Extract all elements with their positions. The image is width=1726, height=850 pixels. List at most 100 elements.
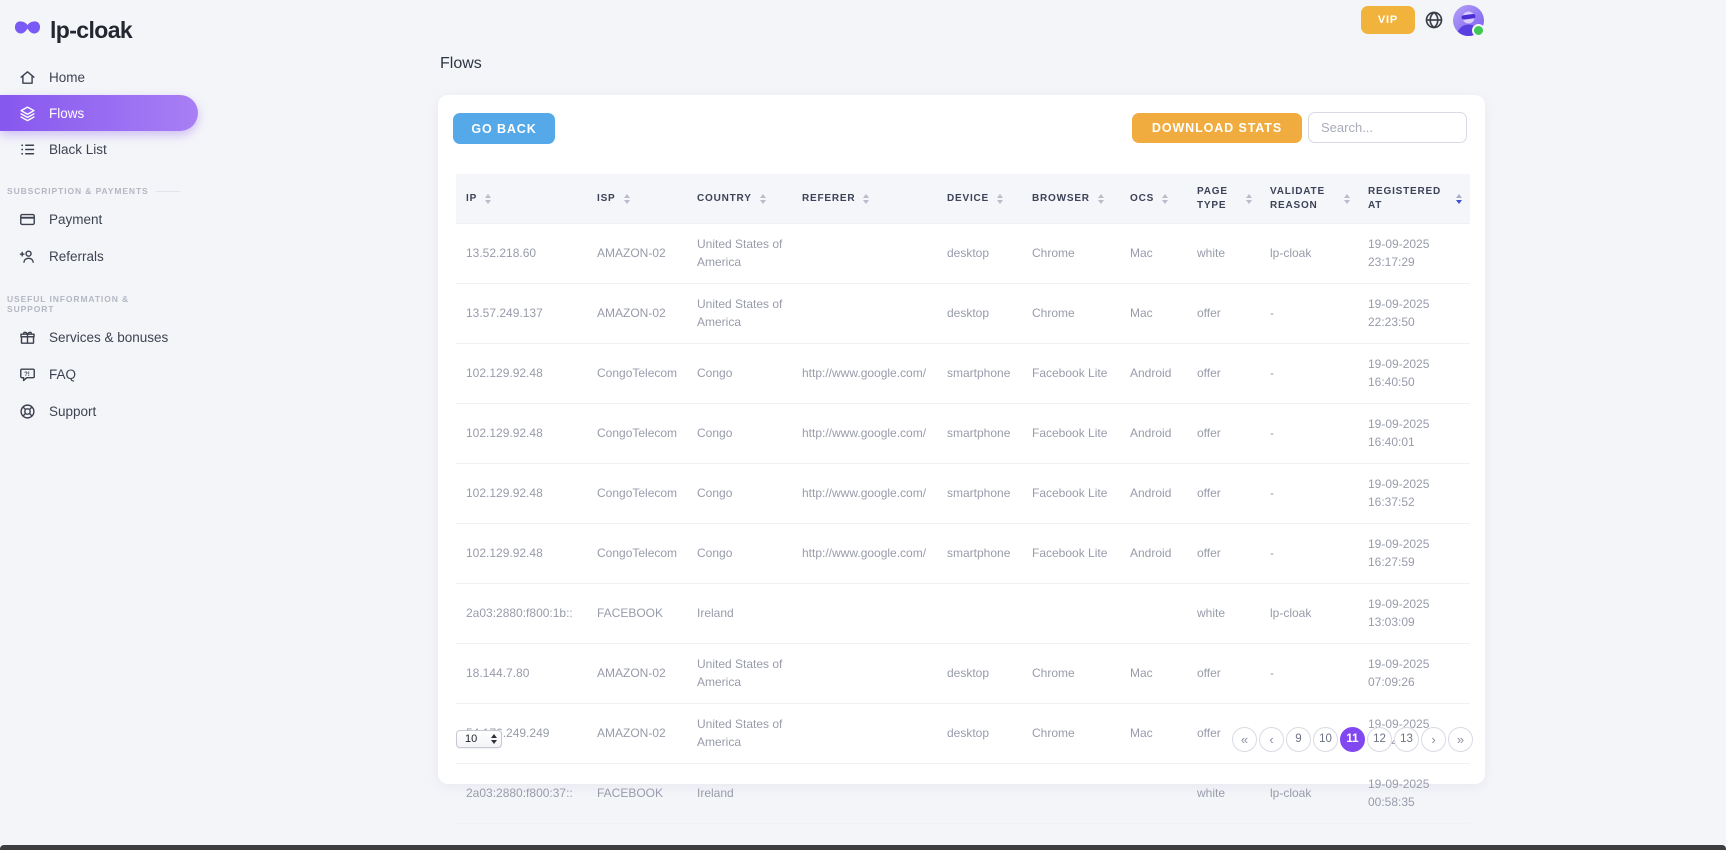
column-header-referer[interactable]: REFERER [792,174,937,224]
cell-page_type: offer [1187,403,1260,464]
column-label: ISP [597,192,616,204]
column-header-ip[interactable]: IP [456,174,587,224]
go-back-button[interactable]: GO BACK [453,113,555,144]
section-divider [155,190,180,192]
column-header-isp[interactable]: ISP [587,174,687,224]
sidebar-item-referrals[interactable]: Referrals [0,238,200,275]
cell-ip: 102.129.92.48 [456,343,587,404]
blacklist-icon [18,141,36,158]
sort-icon[interactable] [1456,193,1462,204]
cell-browser: Chrome [1022,643,1120,704]
cell-country: United States of America [687,643,792,704]
sort-icon[interactable] [1162,193,1169,204]
vip-button[interactable]: VIP [1361,6,1415,34]
page-size-select[interactable]: 10 [456,730,502,748]
page-button-9[interactable]: 9 [1286,726,1311,752]
cell-country: Congo [687,343,792,404]
page-button-12[interactable]: 12 [1367,726,1392,752]
registered-date: 19-09-2025 [1368,657,1430,672]
download-stats-button[interactable]: DOWNLOAD STATS [1132,113,1302,143]
cell-ip: 54.176.249.249 [456,703,587,764]
column-header-ocs[interactable]: OCS [1120,174,1187,224]
table-row: 18.144.7.80 AMAZON-02 United States of Ame… [456,643,1470,704]
page-button-13[interactable]: 13 [1394,726,1419,752]
sidebar-item-flows[interactable]: Flows [0,95,198,131]
cell-page_type: offer [1187,643,1260,704]
column-label: VALIDATE REASON [1270,186,1325,211]
page-title: Flows [440,55,482,72]
cell-country: Congo [687,403,792,464]
cell-ip: 13.57.249.137 [456,283,587,344]
search-input[interactable] [1308,112,1467,143]
cell-ocs: Mac [1120,223,1187,284]
page-button-10[interactable]: 10 [1313,726,1338,752]
topbar: VIP [1361,4,1485,37]
cell-ocs [1120,583,1187,644]
sidebar-item-label: Home [49,69,86,85]
cell-referer [792,283,937,344]
column-header-browser[interactable]: BROWSER [1022,174,1120,224]
sort-icon[interactable] [623,193,630,204]
sidebar-item-black-list[interactable]: Black List [0,131,200,167]
cell-page_type: offer [1187,463,1260,524]
cell-validate_reason: - [1260,463,1358,524]
cell-country: Ireland [687,583,792,644]
avatar[interactable] [1453,4,1485,37]
sort-icon[interactable] [1344,193,1350,204]
cell-ocs: Mac [1120,643,1187,704]
cell-registered_at: 19-09-2025 13:03:09 [1358,583,1470,644]
column-header-registered_at[interactable]: REGISTERED AT [1358,174,1470,224]
sidebar-section-label: USEFUL INFORMATION & SUPPORT [7,294,130,314]
sort-icon[interactable] [863,193,870,204]
sidebar-item-payment[interactable]: Payment [0,201,200,238]
column-header-validate_reason[interactable]: VALIDATE REASON [1260,174,1358,224]
cell-ocs: Android [1120,343,1187,404]
prev-page-button[interactable]: ‹ [1259,726,1284,752]
sidebar-sections: SUBSCRIPTION & PAYMENTS Payment Referrals U… [0,186,200,430]
cell-country: Congo [687,523,792,584]
cell-ip: 2a03:2880:f800:37:: [456,763,587,824]
globe-icon[interactable] [1424,10,1444,30]
column-label: DEVICE [947,192,990,204]
home-icon [18,69,36,86]
cell-ocs: Android [1120,523,1187,584]
sidebar-item-home[interactable]: Home [0,59,200,95]
cell-validate_reason: - [1260,403,1358,464]
cell-registered_at: 19-09-2025 00:58:35 [1358,763,1470,824]
cell-isp: CongoTelecom [587,463,687,524]
first-page-button[interactable]: « [1232,726,1257,752]
cell-referer: http://www.google.com/ [792,403,937,464]
cell-browser: Facebook Lite [1022,343,1120,404]
column-header-device[interactable]: DEVICE [937,174,1022,224]
sidebar-item-support[interactable]: Support [0,393,200,430]
cell-browser [1022,583,1120,644]
table-row: 102.129.92.48 CongoTelecom Congo http://www… [456,523,1470,584]
sidebar-item-faq[interactable]: ?! FAQ [0,356,200,393]
next-page-button[interactable]: › [1421,726,1446,752]
cell-validate_reason: lp-cloak [1260,223,1358,284]
sort-icon[interactable] [485,193,492,204]
registered-time: 07:09:26 [1368,674,1415,689]
table-row: 102.129.92.48 CongoTelecom Congo http://www… [456,463,1470,524]
sort-icon[interactable] [1246,193,1252,204]
cell-isp: CongoTelecom [587,403,687,464]
sort-icon[interactable] [997,193,1004,204]
last-page-button[interactable]: » [1448,726,1473,752]
cell-registered_at: 19-09-2025 23:17:29 [1358,223,1470,284]
registered-date: 19-09-2025 [1368,777,1430,792]
cell-device: desktop [937,283,1022,344]
referrals-icon [18,248,36,265]
column-label: REFERER [802,192,856,204]
column-header-page_type[interactable]: PAGE TYPE [1187,174,1260,224]
column-header-country[interactable]: COUNTRY [687,174,792,224]
cell-isp: AMAZON-02 [587,223,687,284]
cell-referer [792,763,937,824]
cell-device [937,583,1022,644]
sidebar-item-services-bonuses[interactable]: Services & bonuses [0,319,200,356]
sort-icon[interactable] [1097,193,1104,204]
cell-validate_reason: - [1260,643,1358,704]
sort-icon[interactable] [759,193,766,204]
page-button-11[interactable]: 11 [1340,726,1365,752]
cell-country: United States of America [687,223,792,284]
